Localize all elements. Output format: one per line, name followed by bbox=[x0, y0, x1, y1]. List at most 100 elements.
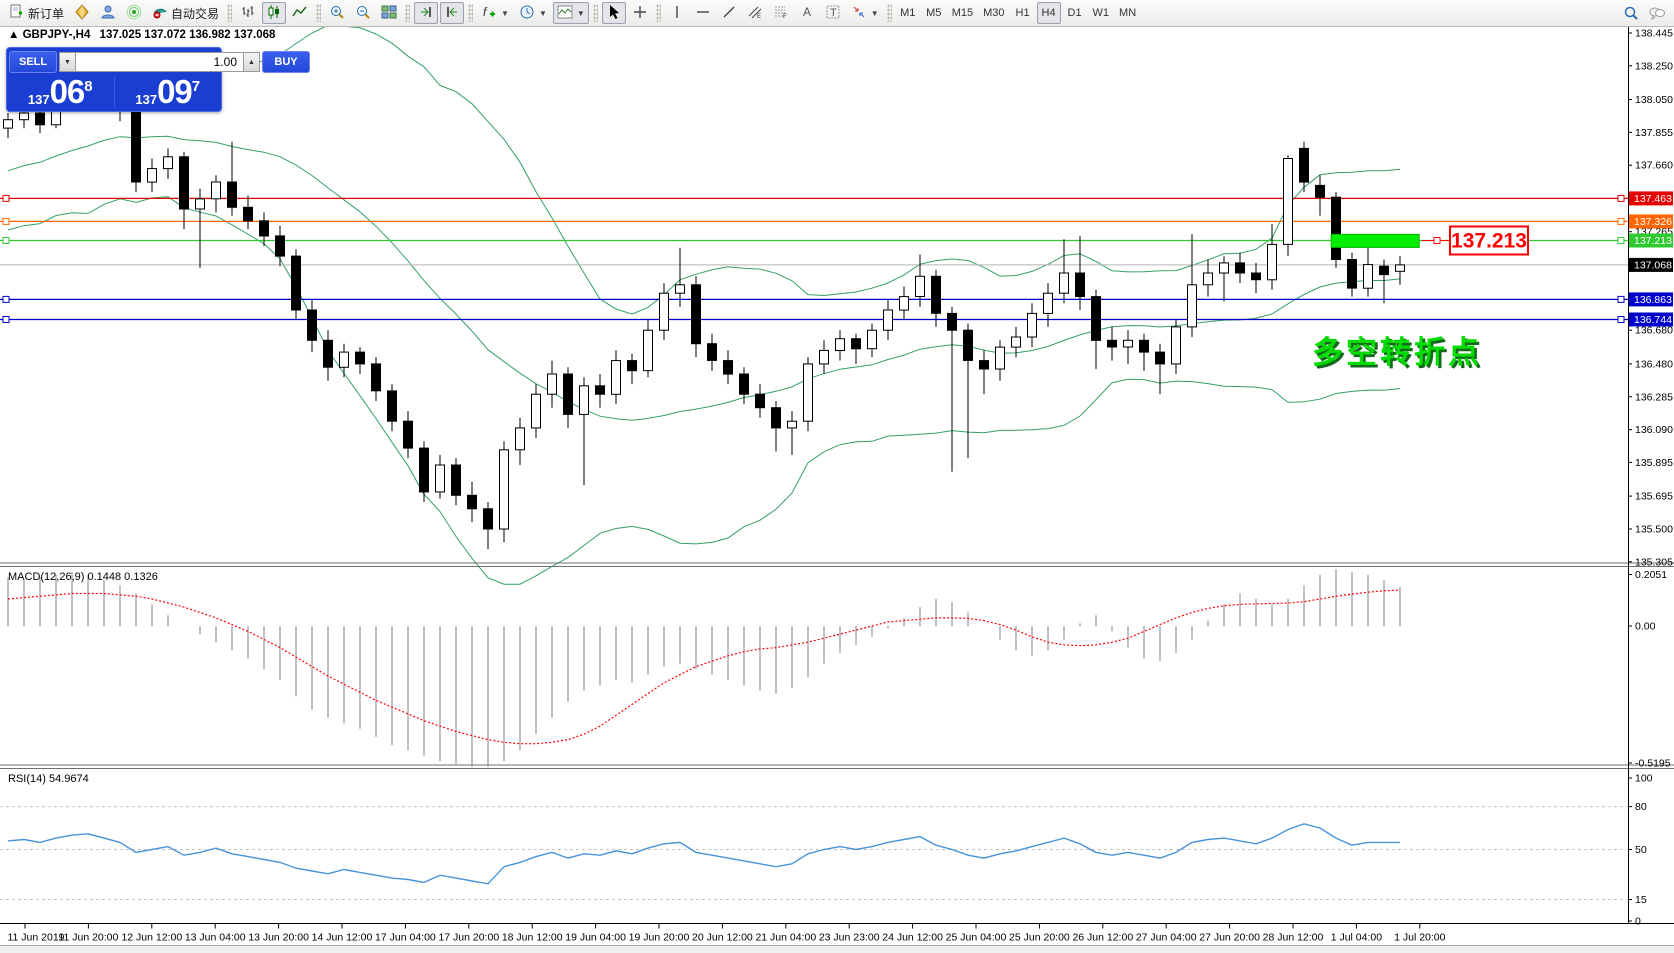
toolbar-group-chart-types bbox=[235, 0, 313, 27]
chart-shift-button[interactable] bbox=[440, 2, 465, 24]
tf-w1[interactable]: W1 bbox=[1089, 2, 1114, 24]
hline-handle[interactable] bbox=[1617, 217, 1625, 225]
candle bbox=[851, 338, 861, 350]
line-chart-button[interactable] bbox=[288, 2, 312, 24]
hline-handle[interactable] bbox=[1617, 316, 1625, 323]
channel-button[interactable]: E bbox=[743, 2, 767, 24]
auto-scroll-button[interactable] bbox=[414, 2, 439, 24]
candle-chart-button[interactable] bbox=[262, 2, 287, 24]
hline-handle[interactable] bbox=[2, 194, 10, 202]
periods-button[interactable]: ▼ bbox=[515, 2, 551, 24]
svg-text:137.213: 137.213 bbox=[1451, 230, 1527, 253]
label-button[interactable]: T bbox=[821, 2, 845, 24]
zoom-out-button[interactable] bbox=[351, 2, 375, 24]
hline-handle[interactable] bbox=[1617, 194, 1625, 202]
text-button[interactable]: A bbox=[795, 2, 819, 24]
macd-axis[interactable]: 0.2051 0.00 -0.5195 bbox=[1628, 569, 1671, 770]
sell-price[interactable]: 137 06 8 bbox=[27, 73, 93, 110]
sell-button[interactable]: SELL bbox=[9, 51, 57, 73]
tf-m5[interactable]: M5 bbox=[922, 2, 946, 24]
buy-price[interactable]: 137 09 7 bbox=[135, 73, 201, 110]
price-callout[interactable]: 137.213 bbox=[1422, 225, 1529, 256]
trendline-button[interactable] bbox=[717, 2, 741, 24]
rsi-axis[interactable]: 100 80 50 15 0 bbox=[1628, 773, 1653, 928]
tf-d1[interactable]: D1 bbox=[1063, 2, 1087, 24]
volume-increase-button[interactable]: ▲ bbox=[243, 52, 260, 72]
trendline-icon bbox=[721, 4, 737, 23]
hline-handle[interactable] bbox=[2, 217, 10, 225]
candle bbox=[963, 329, 973, 362]
tf-m1[interactable]: M1 bbox=[896, 2, 920, 24]
tf-w1-label: W1 bbox=[1092, 7, 1110, 19]
templates-button[interactable]: ▼ bbox=[552, 2, 589, 24]
highlight-rect-object[interactable] bbox=[1330, 233, 1420, 248]
bar-chart-button[interactable] bbox=[236, 2, 260, 24]
toolbar-group-separator bbox=[592, 4, 598, 22]
macd-histogram bbox=[7, 569, 1401, 767]
candle bbox=[739, 373, 749, 395]
new-order-button[interactable]: 新订单 bbox=[5, 2, 68, 24]
dropdown-arrow-icon[interactable]: ▼ bbox=[576, 8, 585, 18]
hline-button[interactable] bbox=[691, 2, 715, 24]
candle bbox=[163, 156, 173, 170]
toolbar-group-separator bbox=[316, 4, 322, 22]
candle bbox=[1331, 196, 1341, 260]
candle bbox=[835, 338, 845, 352]
search-button[interactable] bbox=[1619, 2, 1643, 24]
clock-icon bbox=[519, 4, 535, 23]
hline-handle[interactable] bbox=[2, 237, 10, 244]
candle bbox=[899, 296, 909, 311]
hline-handle[interactable] bbox=[1617, 237, 1625, 244]
signals-icon[interactable] bbox=[122, 2, 146, 24]
account-icon[interactable] bbox=[96, 2, 120, 24]
dropdown-arrow-icon[interactable]: ▼ bbox=[538, 8, 547, 18]
tile-windows-button[interactable] bbox=[377, 2, 401, 24]
chat-button[interactable] bbox=[1645, 2, 1669, 24]
crosshair-button[interactable] bbox=[628, 2, 652, 24]
candle bbox=[563, 373, 573, 415]
volume-input[interactable] bbox=[76, 52, 243, 72]
arrows-button[interactable]: ▼ bbox=[847, 2, 883, 24]
cursor-button[interactable] bbox=[601, 2, 626, 24]
candle bbox=[1059, 272, 1069, 294]
fibonacci-button[interactable]: F bbox=[769, 2, 793, 24]
volume-decrease-button[interactable]: ▼ bbox=[59, 52, 76, 72]
symbol-info[interactable]: ▲ GBPJPY-,H4 137.025 137.072 136.982 137… bbox=[8, 29, 275, 41]
hline-handle[interactable] bbox=[2, 316, 10, 323]
candle bbox=[179, 156, 189, 210]
chart-plot-area[interactable] bbox=[0, 27, 1628, 924]
tf-m15[interactable]: M15 bbox=[948, 2, 977, 24]
autotrading-button[interactable]: 自动交易 bbox=[148, 2, 223, 24]
price-axis[interactable]: 138.445 138.250 138.050 137.855 137.660 137.2… bbox=[1628, 28, 1673, 569]
svg-text:135.305: 135.305 bbox=[1635, 556, 1673, 568]
pane-separator-rsi[interactable] bbox=[0, 764, 1674, 769]
indicators-button[interactable]: f ▼ bbox=[477, 2, 513, 24]
tf-h4[interactable]: H4 bbox=[1036, 2, 1061, 24]
svg-text:136.680: 136.680 bbox=[1635, 325, 1673, 337]
vline-button[interactable] bbox=[665, 2, 689, 24]
candle bbox=[499, 449, 509, 530]
toolbar-right bbox=[1618, 2, 1670, 24]
turning-point-annotation[interactable]: 多空转折点 bbox=[1312, 335, 1482, 370]
collapse-icon[interactable]: ▲ bbox=[8, 29, 20, 41]
tf-h1[interactable]: H1 bbox=[1011, 2, 1035, 24]
chart-profile-icon[interactable] bbox=[70, 2, 94, 24]
svg-text:27 Jun 20:00: 27 Jun 20:00 bbox=[1199, 932, 1260, 944]
candle bbox=[819, 349, 829, 365]
tf-mn[interactable]: MN bbox=[1115, 2, 1140, 24]
tf-m30[interactable]: M30 bbox=[979, 2, 1008, 24]
buy-button[interactable]: BUY bbox=[262, 51, 310, 73]
pane-separator-macd[interactable] bbox=[0, 562, 1674, 567]
hline-handle[interactable] bbox=[1617, 295, 1625, 303]
zoom-in-button[interactable] bbox=[325, 2, 349, 24]
toolbar-group-draw-tools: E F A T ▼ bbox=[664, 0, 884, 27]
hline-handle[interactable] bbox=[2, 295, 10, 303]
candle bbox=[339, 351, 349, 368]
dropdown-arrow-icon[interactable]: ▼ bbox=[870, 8, 879, 18]
candle bbox=[883, 309, 893, 331]
dropdown-arrow-icon[interactable]: ▼ bbox=[501, 8, 509, 18]
auto-scroll-icon bbox=[418, 4, 434, 23]
chart-canvas[interactable]: 137.213 138.445 138.250 138.050 137.855 137.6… bbox=[0, 24, 1674, 953]
